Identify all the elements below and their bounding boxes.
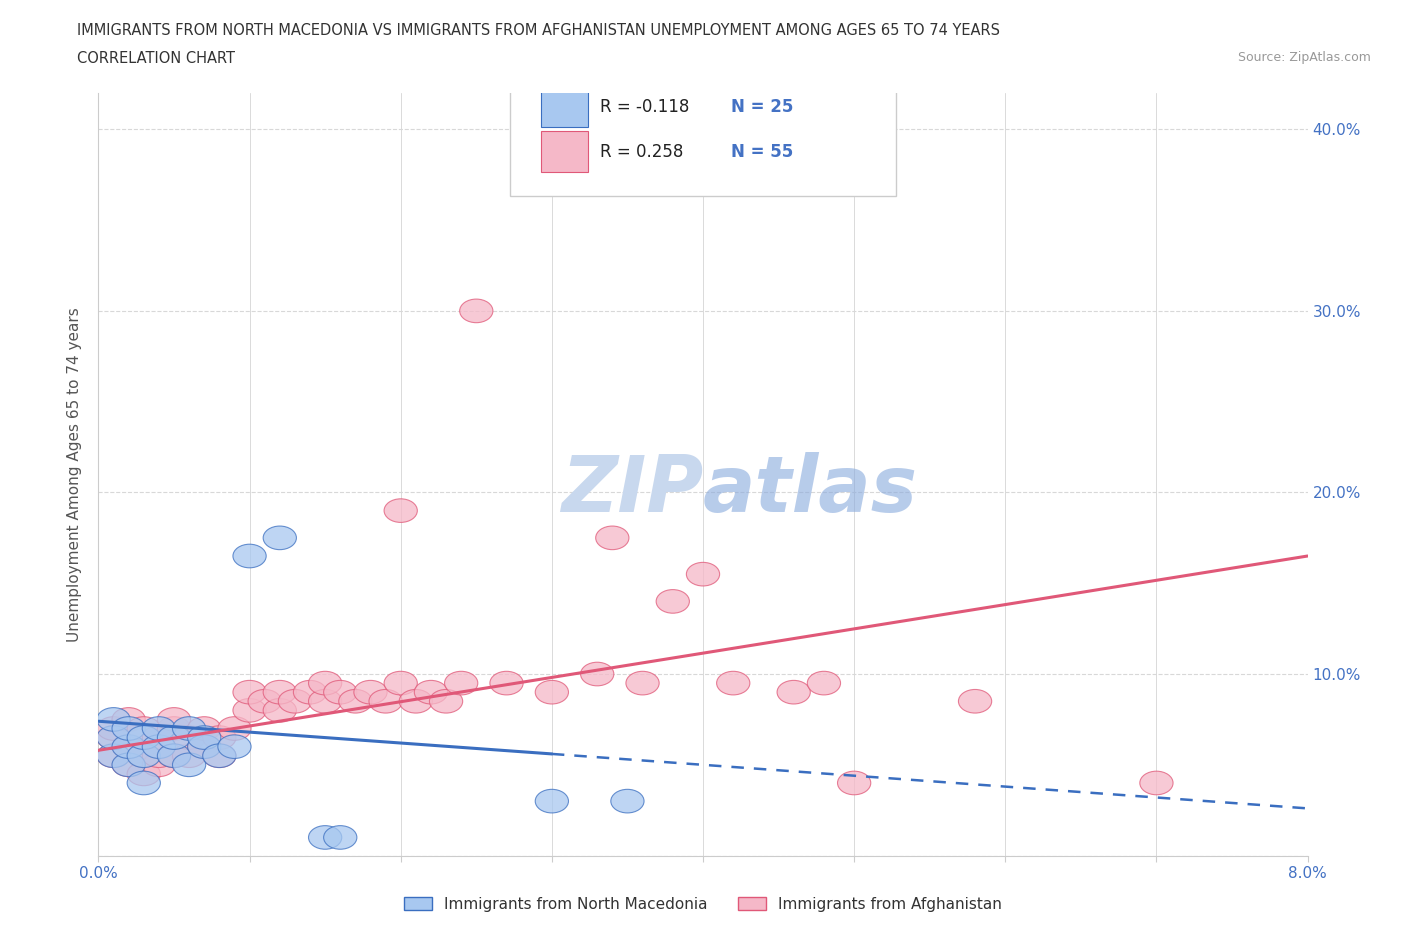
Text: atlas: atlas [703, 452, 918, 527]
Ellipse shape [807, 671, 841, 695]
Ellipse shape [173, 717, 205, 740]
Ellipse shape [354, 681, 387, 704]
Ellipse shape [339, 689, 373, 713]
Ellipse shape [173, 744, 205, 767]
Ellipse shape [142, 717, 176, 740]
Text: N = 55: N = 55 [731, 142, 793, 161]
Ellipse shape [384, 671, 418, 695]
Ellipse shape [157, 725, 191, 750]
Ellipse shape [657, 590, 689, 613]
Ellipse shape [157, 744, 191, 767]
Ellipse shape [610, 790, 644, 813]
Ellipse shape [536, 681, 568, 704]
Text: CORRELATION CHART: CORRELATION CHART [77, 51, 235, 66]
Ellipse shape [187, 717, 221, 740]
Ellipse shape [686, 563, 720, 586]
Ellipse shape [127, 717, 160, 740]
Ellipse shape [460, 299, 494, 323]
Ellipse shape [157, 717, 191, 740]
Text: Source: ZipAtlas.com: Source: ZipAtlas.com [1237, 51, 1371, 64]
Text: IMMIGRANTS FROM NORTH MACEDONIA VS IMMIGRANTS FROM AFGHANISTAN UNEMPLOYMENT AMON: IMMIGRANTS FROM NORTH MACEDONIA VS IMMIG… [77, 23, 1000, 38]
Ellipse shape [157, 708, 191, 731]
Ellipse shape [838, 771, 870, 795]
Ellipse shape [626, 671, 659, 695]
Ellipse shape [218, 735, 252, 759]
Text: R = -0.118: R = -0.118 [600, 98, 689, 116]
Ellipse shape [308, 826, 342, 849]
Ellipse shape [127, 744, 160, 767]
Ellipse shape [536, 790, 568, 813]
Legend: Immigrants from North Macedonia, Immigrants from Afghanistan: Immigrants from North Macedonia, Immigra… [398, 890, 1008, 918]
Ellipse shape [127, 725, 160, 750]
Ellipse shape [97, 725, 131, 750]
Ellipse shape [278, 689, 312, 713]
Ellipse shape [384, 498, 418, 523]
Ellipse shape [323, 826, 357, 849]
FancyBboxPatch shape [541, 131, 588, 172]
Text: N = 25: N = 25 [731, 98, 793, 116]
Ellipse shape [142, 744, 176, 767]
Ellipse shape [263, 526, 297, 550]
Ellipse shape [97, 744, 131, 767]
Ellipse shape [142, 753, 176, 777]
Ellipse shape [1140, 771, 1173, 795]
Ellipse shape [97, 708, 131, 731]
Ellipse shape [218, 717, 252, 740]
Ellipse shape [368, 689, 402, 713]
Ellipse shape [112, 735, 145, 759]
Ellipse shape [294, 681, 326, 704]
Ellipse shape [127, 744, 160, 767]
Ellipse shape [233, 698, 266, 722]
Ellipse shape [308, 671, 342, 695]
Ellipse shape [127, 762, 160, 786]
Ellipse shape [489, 671, 523, 695]
FancyBboxPatch shape [541, 86, 588, 127]
Ellipse shape [112, 708, 145, 731]
Ellipse shape [173, 725, 205, 750]
Ellipse shape [263, 698, 297, 722]
Ellipse shape [187, 725, 221, 750]
Ellipse shape [202, 744, 236, 767]
Ellipse shape [112, 735, 145, 759]
FancyBboxPatch shape [509, 82, 897, 196]
Ellipse shape [142, 735, 176, 759]
Ellipse shape [97, 717, 131, 740]
Ellipse shape [778, 681, 810, 704]
Ellipse shape [399, 689, 433, 713]
Ellipse shape [717, 671, 749, 695]
Ellipse shape [112, 753, 145, 777]
Text: R = 0.258: R = 0.258 [600, 142, 683, 161]
Ellipse shape [202, 725, 236, 750]
Ellipse shape [959, 689, 991, 713]
Ellipse shape [112, 717, 145, 740]
Ellipse shape [97, 744, 131, 767]
Ellipse shape [323, 681, 357, 704]
Ellipse shape [202, 744, 236, 767]
Ellipse shape [187, 735, 221, 759]
Ellipse shape [308, 689, 342, 713]
Text: ZIP: ZIP [561, 452, 703, 527]
Ellipse shape [429, 689, 463, 713]
Ellipse shape [233, 544, 266, 568]
Ellipse shape [247, 689, 281, 713]
Ellipse shape [187, 735, 221, 759]
Ellipse shape [112, 753, 145, 777]
Ellipse shape [97, 725, 131, 750]
Ellipse shape [596, 526, 628, 550]
Ellipse shape [444, 671, 478, 695]
Ellipse shape [127, 771, 160, 795]
Ellipse shape [233, 681, 266, 704]
Ellipse shape [157, 744, 191, 767]
Ellipse shape [581, 662, 614, 685]
Ellipse shape [173, 753, 205, 777]
Ellipse shape [263, 681, 297, 704]
Ellipse shape [415, 681, 447, 704]
Y-axis label: Unemployment Among Ages 65 to 74 years: Unemployment Among Ages 65 to 74 years [67, 307, 83, 642]
Ellipse shape [142, 725, 176, 750]
